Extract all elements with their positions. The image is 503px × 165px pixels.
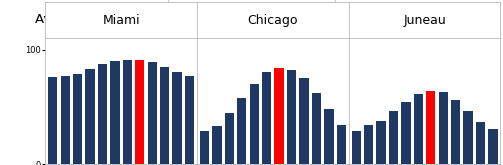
Bar [287,70,296,164]
Bar [451,100,460,164]
Text: Chicago: Chicago [247,14,298,27]
Bar [86,69,95,164]
Bar [147,62,157,164]
Bar [135,60,144,164]
Bar [212,126,222,164]
Bar [439,92,448,164]
Bar [414,94,423,164]
Bar [376,121,386,164]
Bar [262,72,271,164]
Text: Average High Temperatures: Average High Temperatures [35,13,221,26]
Bar [324,109,333,164]
Bar [299,78,309,164]
Bar [364,125,373,164]
Bar [98,64,107,164]
Bar [352,131,361,164]
Bar [476,122,485,164]
Bar [173,72,182,164]
Bar [48,77,57,164]
Bar [237,98,246,164]
Bar [488,129,497,164]
Bar [225,113,234,164]
Bar [275,68,284,164]
Text: Juneau: Juneau [403,14,446,27]
Bar [200,131,209,164]
Bar [73,74,82,164]
Bar [312,93,321,164]
Bar [160,67,170,164]
Bar [185,76,194,164]
Bar [110,61,120,164]
Bar [463,111,473,164]
Bar [426,91,436,164]
Bar [401,102,410,164]
Bar [389,111,398,164]
Bar [337,125,346,164]
Bar [60,76,70,164]
Text: Miami: Miami [102,14,140,27]
Bar [123,60,132,164]
Bar [249,84,259,164]
